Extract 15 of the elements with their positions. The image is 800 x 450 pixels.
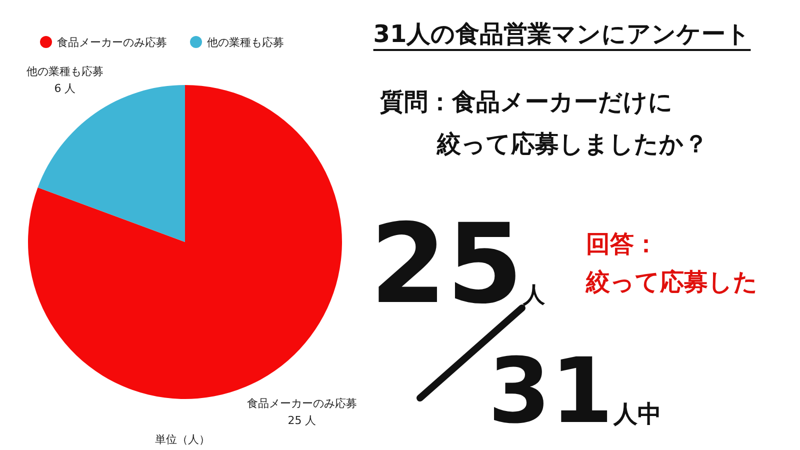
legend-label: 食品メーカーのみ応募	[57, 36, 167, 49]
pie-slice	[28, 85, 342, 399]
text: 31人の食品営業マンにアンケート	[373, 20, 751, 48]
text: 絞って応募した	[585, 268, 758, 296]
text: 絞って応募しましたか？	[436, 130, 708, 158]
pie-slice	[38, 85, 185, 242]
text: 質問：食品メーカーだけに	[379, 88, 673, 116]
data-label: 25 人	[288, 414, 316, 427]
text: 回答：	[586, 230, 658, 258]
slice-label: 他の業種も応募	[26, 65, 104, 78]
slice-label: 食品メーカーのみ応募	[247, 397, 357, 410]
legend-label: 他の業種も応募	[207, 36, 284, 49]
data-label: 6 人	[54, 82, 76, 95]
text: 31人中	[488, 339, 662, 444]
text: 単位（人）	[155, 433, 210, 446]
